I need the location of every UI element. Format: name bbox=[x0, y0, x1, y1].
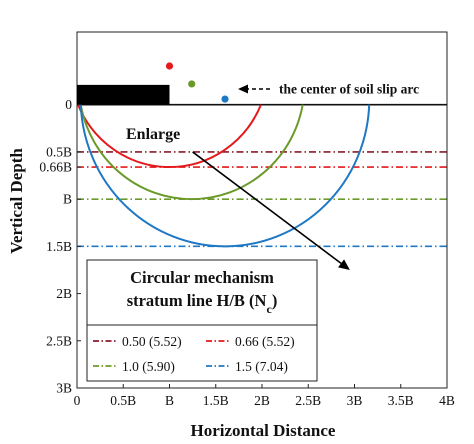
x-tick-label-1: 0.5B bbox=[110, 393, 136, 408]
y-tick-label-5: 2B bbox=[56, 286, 72, 301]
arc-center-dot-1 bbox=[165, 62, 174, 70]
annotations: the center of soil slip arc Enlarge bbox=[126, 82, 419, 270]
center-pointer-arrowhead bbox=[238, 84, 248, 94]
enlarge-annotation-text: Enlarge bbox=[126, 126, 180, 143]
y-axis-label: Vertical Depth bbox=[7, 148, 26, 254]
x-tick-label-7: 3.5B bbox=[388, 393, 414, 408]
slip-arc-3 bbox=[79, 104, 371, 248]
y-tick-label-0: 0 bbox=[65, 97, 72, 112]
legend-label-2: 1.0 (5.90) bbox=[122, 359, 175, 374]
arc-center-dot-3 bbox=[221, 95, 229, 103]
arc-centers bbox=[165, 62, 229, 103]
slip-arc-2 bbox=[79, 104, 304, 201]
enlarge-arrow-line bbox=[192, 151, 342, 264]
axis-ticks: 0 0.5B B 1.5B 2B 2.5B 3B 3.5B 4B00.5B0.66BB1.5B2… bbox=[39, 97, 455, 408]
x-tick-label-4: 2B bbox=[254, 393, 270, 408]
x-tick-label-3: 1.5B bbox=[203, 393, 229, 408]
y-tick-label-1: 0.5B bbox=[46, 144, 72, 159]
y-tick-label-3: B bbox=[63, 192, 72, 207]
x-tick-label-0: 0 bbox=[74, 393, 81, 408]
enlarge-arrowhead bbox=[338, 259, 350, 270]
footing-layer bbox=[77, 84, 170, 105]
y-tick-label-6: 2.5B bbox=[46, 333, 72, 348]
legend-title-line2: stratum line H/B (Nc) bbox=[127, 291, 278, 316]
legend-title-line1: Circular mechanism bbox=[130, 268, 274, 287]
legend-label-0: 0.50 (5.52) bbox=[122, 334, 182, 349]
x-tick-label-6: 3B bbox=[347, 393, 363, 408]
x-tick-label-5: 2.5B bbox=[295, 393, 321, 408]
legend-label-1: 0.66 (5.52) bbox=[235, 334, 295, 349]
arc-center-dot-2 bbox=[188, 80, 196, 88]
x-axis-label: Horizontal Distance bbox=[191, 421, 336, 440]
x-tick-label-2: B bbox=[165, 393, 174, 408]
slip-arc-1 bbox=[77, 104, 262, 168]
y-tick-label-4: 1.5B bbox=[46, 239, 72, 254]
x-tick-label-8: 4B bbox=[439, 393, 455, 408]
y-tick-label-2: 0.66B bbox=[39, 160, 72, 175]
legend-label-3: 1.5 (7.04) bbox=[235, 359, 288, 374]
legend: Circular mechanism stratum line H/B (Nc) 0… bbox=[86, 259, 318, 382]
center-annotation-text: the center of soil slip arc bbox=[279, 82, 419, 97]
stratum-lines bbox=[77, 151, 447, 248]
y-tick-label-7: 3B bbox=[56, 381, 72, 396]
slip-arcs bbox=[77, 104, 371, 248]
footing-block bbox=[77, 84, 170, 105]
legend-box bbox=[86, 259, 318, 382]
